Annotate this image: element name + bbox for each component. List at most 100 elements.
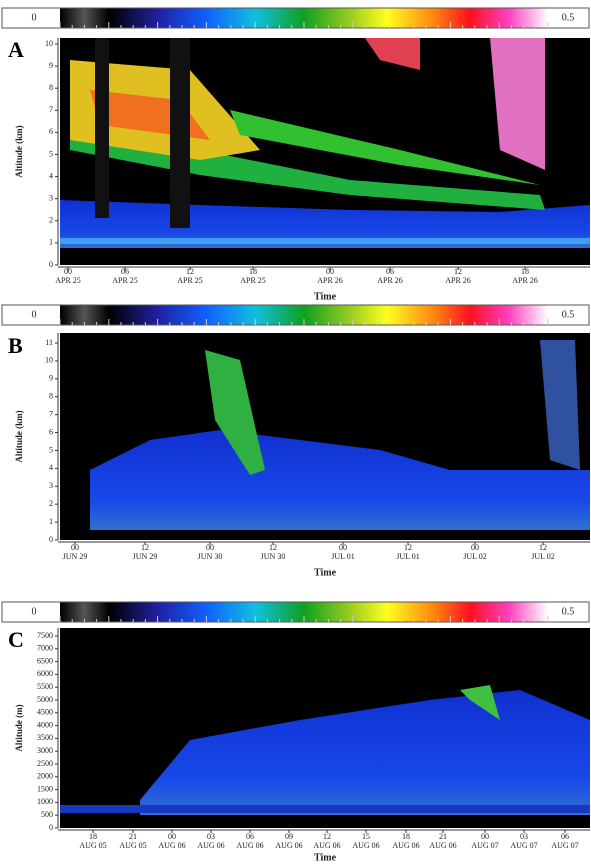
panel-letter: B xyxy=(8,333,23,358)
panel-letter: C xyxy=(8,627,24,652)
x-tick-hour: 21 xyxy=(439,832,447,841)
x-tick-date: AUG 07 xyxy=(510,841,537,850)
y-tick-label: 1500 xyxy=(37,784,53,793)
colorbar-max-label: 0.5 xyxy=(562,606,575,617)
y-tick-label: 6000 xyxy=(37,669,53,678)
y-tick-label: 9 xyxy=(49,374,53,383)
x-tick-date: AUG 07 xyxy=(551,841,578,850)
colorbar-max-label: 0.5 xyxy=(562,12,575,23)
x-tick-hour: 21 xyxy=(129,832,137,841)
y-tick-label: 0 xyxy=(49,535,53,544)
x-tick-hour: 18 xyxy=(249,267,257,276)
x-tick-date: JUN 30 xyxy=(261,552,286,561)
y-tick-label: 9 xyxy=(49,61,53,70)
y-tick-label: 4 xyxy=(49,463,53,472)
x-tick-hour: 00 xyxy=(481,832,489,841)
colorbar xyxy=(60,8,548,28)
x-tick-hour: 06 xyxy=(246,832,254,841)
y-tick-label: 7500 xyxy=(37,631,53,640)
y-tick-label: 0 xyxy=(49,260,53,269)
x-tick-date: JUL 02 xyxy=(463,552,486,561)
y-tick-label: 500 xyxy=(41,810,53,819)
x-tick-hour: 12 xyxy=(269,543,277,552)
x-tick-hour: 03 xyxy=(520,832,528,841)
x-tick-hour: 00 xyxy=(168,832,176,841)
y-tick-label: 3000 xyxy=(37,746,53,755)
y-tick-label: 5 xyxy=(49,149,53,158)
x-tick-date: APR 26 xyxy=(317,276,343,285)
y-axis-title: Altitude (km) xyxy=(14,125,24,177)
x-tick-date: JUN 29 xyxy=(133,552,158,561)
colorbar-max-label: 0.5 xyxy=(562,309,575,320)
x-tick-date: JUL 02 xyxy=(531,552,554,561)
colorbar-min-label: 0 xyxy=(32,12,37,23)
x-tick-hour: 12 xyxy=(186,267,194,276)
x-tick-hour: 06 xyxy=(386,267,394,276)
x-tick-hour: 00 xyxy=(471,543,479,552)
y-tick-label: 1000 xyxy=(37,797,53,806)
x-tick-hour: 18 xyxy=(89,832,97,841)
x-tick-date: JUN 30 xyxy=(198,552,223,561)
x-tick-hour: 12 xyxy=(539,543,547,552)
y-tick-label: 10 xyxy=(45,39,53,48)
x-tick-hour: 15 xyxy=(362,832,370,841)
x-tick-date: APR 26 xyxy=(445,276,471,285)
y-tick-label: 2 xyxy=(49,216,53,225)
colorbar xyxy=(60,305,548,325)
y-tick-label: 6500 xyxy=(37,656,53,665)
x-axis-title: Time xyxy=(314,567,337,578)
x-tick-date: APR 26 xyxy=(377,276,403,285)
x-tick-date: AUG 06 xyxy=(197,841,224,850)
x-tick-hour: 03 xyxy=(207,832,215,841)
x-tick-hour: 12 xyxy=(454,267,462,276)
x-tick-hour: 06 xyxy=(561,832,569,841)
x-tick-date: AUG 06 xyxy=(352,841,379,850)
y-tick-label: 7 xyxy=(49,409,53,418)
panel-a-image xyxy=(60,38,590,265)
y-tick-label: 4 xyxy=(49,171,53,180)
panel-c-image xyxy=(60,628,590,828)
x-tick-date: AUG 06 xyxy=(313,841,340,850)
x-tick-date: AUG 05 xyxy=(79,841,106,850)
y-tick-label: 1 xyxy=(49,517,53,526)
y-tick-label: 10 xyxy=(45,356,53,365)
y-tick-label: 1 xyxy=(49,238,53,247)
x-tick-date: AUG 07 xyxy=(471,841,498,850)
x-tick-date: APR 25 xyxy=(112,276,138,285)
y-tick-label: 3 xyxy=(49,194,53,203)
x-tick-hour: 18 xyxy=(402,832,410,841)
y-tick-label: 8 xyxy=(49,83,53,92)
x-tick-hour: 09 xyxy=(285,832,293,841)
x-tick-hour: 00 xyxy=(326,267,334,276)
y-tick-label: 3 xyxy=(49,481,53,490)
x-axis-title: Time xyxy=(314,291,337,302)
x-tick-date: JUN 29 xyxy=(63,552,88,561)
x-tick-hour: 12 xyxy=(323,832,331,841)
y-tick-label: 6 xyxy=(49,427,53,436)
x-tick-date: JUL 01 xyxy=(331,552,354,561)
x-tick-date: AUG 06 xyxy=(275,841,302,850)
x-tick-hour: 18 xyxy=(521,267,529,276)
x-tick-date: APR 25 xyxy=(240,276,266,285)
x-tick-date: AUG 05 xyxy=(119,841,146,850)
y-tick-label: 5 xyxy=(49,445,53,454)
x-tick-date: APR 25 xyxy=(177,276,203,285)
y-tick-label: 8 xyxy=(49,392,53,401)
colorbar-frame xyxy=(1,7,590,29)
y-tick-label: 2500 xyxy=(37,759,53,768)
panel-b-image xyxy=(60,333,590,540)
x-tick-hour: 00 xyxy=(71,543,79,552)
y-tick-label: 2000 xyxy=(37,772,53,781)
y-tick-label: 7 xyxy=(49,105,53,114)
y-tick-label: 6 xyxy=(49,127,53,136)
x-tick-date: AUG 06 xyxy=(158,841,185,850)
y-tick-label: 0 xyxy=(49,823,53,832)
panel-letter: A xyxy=(8,37,24,62)
x-tick-date: JUL 01 xyxy=(396,552,419,561)
x-tick-date: AUG 06 xyxy=(392,841,419,850)
colorbar-min-label: 0 xyxy=(32,606,37,617)
x-tick-hour: 12 xyxy=(141,543,149,552)
x-tick-hour: 12 xyxy=(404,543,412,552)
y-axis-title: Altitude (km) xyxy=(14,410,24,462)
